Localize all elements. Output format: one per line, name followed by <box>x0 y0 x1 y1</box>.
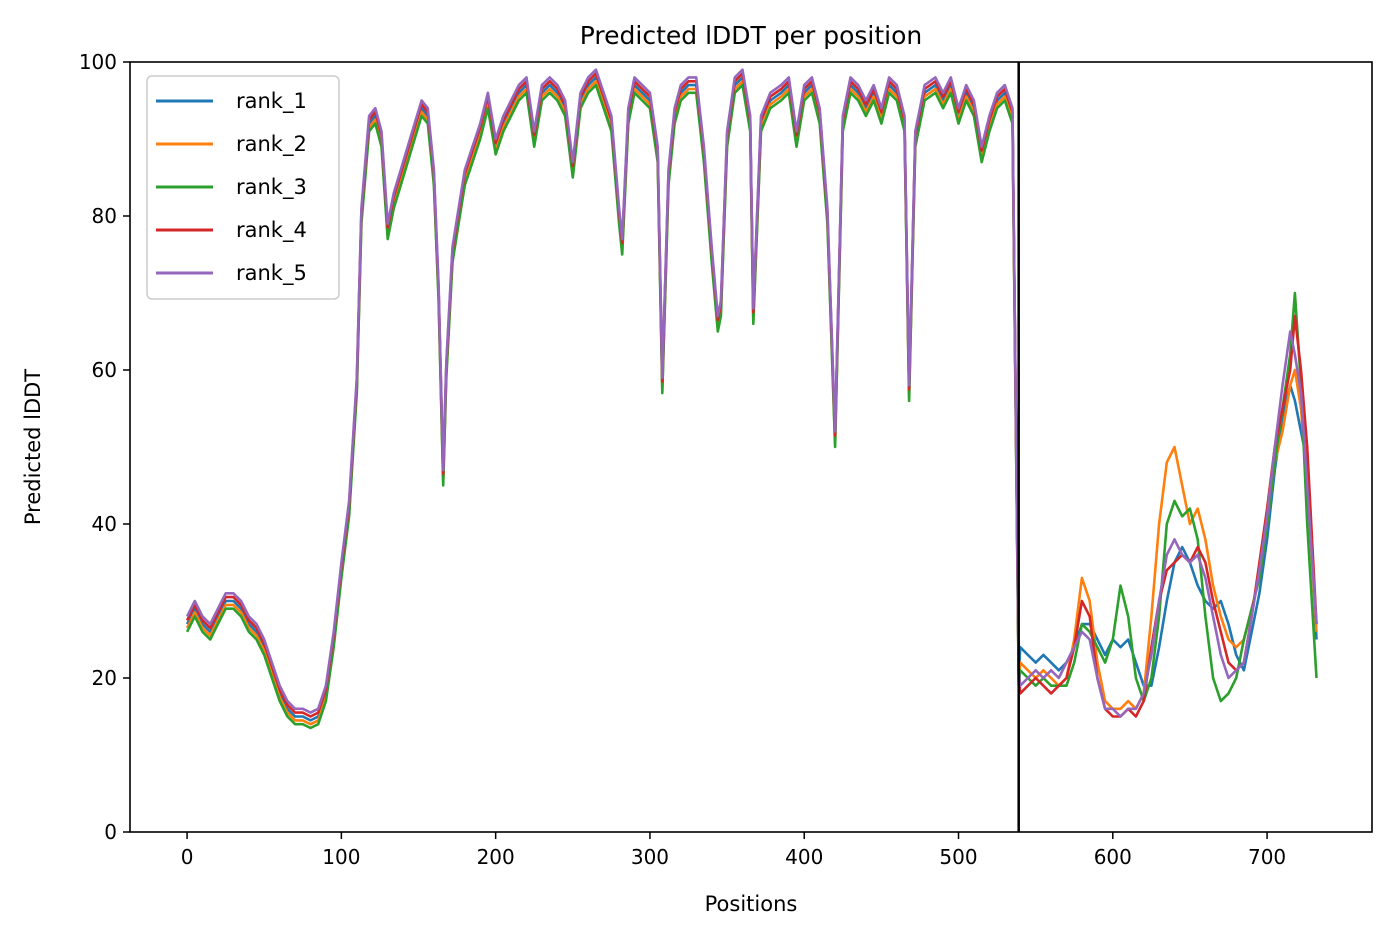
y-tick-label: 80 <box>92 204 117 228</box>
y-axis-ticks: 0 20 40 60 80 100 <box>79 50 130 844</box>
y-tick-label: 20 <box>92 666 117 690</box>
series-line-rank_5 <box>185 68 1318 718</box>
legend-box <box>146 75 340 300</box>
x-tick-label: 600 <box>1094 845 1132 869</box>
x-tick-label: 300 <box>631 845 669 869</box>
x-tick-label: 700 <box>1248 845 1286 869</box>
x-tick-label: 100 <box>322 845 360 869</box>
legend-label-rank_5: rank_5 <box>236 261 307 286</box>
plot-area <box>129 61 1373 833</box>
legend-label-rank_2: rank_2 <box>236 132 307 157</box>
y-tick-label: 40 <box>92 512 117 536</box>
y-tick-label: 100 <box>79 50 117 74</box>
x-axis-label: Positions <box>705 892 798 916</box>
plot-frame <box>129 61 1373 833</box>
legend-label-rank_4: rank_4 <box>236 218 307 243</box>
y-axis-label: Predicted lDDT <box>21 369 45 525</box>
y-tick-label: 60 <box>92 358 117 382</box>
x-tick-label: 500 <box>939 845 977 869</box>
legend: rank_1 rank_2 rank_3 rank_4 rank_5 <box>146 75 340 300</box>
y-tick-label: 0 <box>104 820 117 844</box>
legend-label-rank_1: rank_1 <box>236 89 307 114</box>
x-tick-label: 200 <box>477 845 515 869</box>
series-line-rank_3 <box>185 83 1318 730</box>
x-axis-ticks: 0 100 200 300 400 500 600 700 <box>181 832 1286 869</box>
legend-label-rank_3: rank_3 <box>236 175 307 200</box>
chart-title: Predicted lDDT per position <box>580 21 922 50</box>
x-tick-label: 400 <box>785 845 823 869</box>
x-tick-label: 0 <box>181 845 194 869</box>
